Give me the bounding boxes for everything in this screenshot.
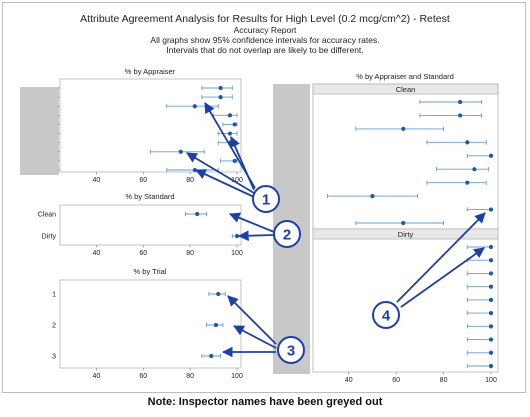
standard-xtick-label: 60 [139,250,147,257]
appraiser-standard-point [488,337,494,342]
subpanel-strip [312,228,499,240]
callout-arrow [227,295,277,345]
appraiser-standard-subpanel-dirty: Dirty [312,228,499,373]
appraiser-point [232,158,237,163]
appraiser-standard-point [488,153,494,158]
standard-point [234,233,240,239]
appraiser-point [218,85,223,91]
appraiser-standard-point [458,99,463,105]
appraiser-standard-xtick-label: 60 [392,377,400,384]
callout-3-circle [277,336,305,364]
appraiser-standard-point [488,324,494,329]
trial-panel: % by Trial 1 2 3 40 60 80 100 [52,267,243,380]
trial-xtick-label: 40 [93,373,101,380]
appraiser-point [218,95,223,100]
standard-xtick-label: 80 [186,250,194,257]
standard-ytick-label: Clean [38,212,56,219]
callout-arrow [237,230,275,242]
callout-4-circle [372,301,400,329]
appraiser-point [227,113,233,118]
callouts-layer: 1 2 3 4 [186,102,486,364]
appraiser-standard-point [488,297,494,302]
callout-4-label: 4 [382,308,391,325]
callout-2-label: 2 [283,227,291,244]
subpanel-strip-label: Dirty [398,230,414,239]
appraiser-standard-point [472,167,477,172]
standard-xtick-label: 40 [93,250,101,257]
appraiser-xtick-label: 80 [186,177,194,184]
subpanel-plot-area [312,228,499,373]
subpanel-strip [312,83,499,95]
trial-xtick-label: 80 [186,373,194,380]
appraiser-plot-area [59,78,242,173]
callout-2-circle [273,220,301,248]
appraiser-names-greyed [20,87,59,175]
appraiser-standard-xtick-label: 100 [485,377,497,384]
trial-panel-title: % by Trial [134,267,167,276]
footer-note: Note: Inspector names have been greyed o… [147,396,383,408]
subpanel-plot-area [312,83,499,230]
appraiser-xtick-label: 40 [93,177,101,184]
appraiser-standard-point [370,194,375,199]
trial-point [209,353,214,359]
subpanel-strip-label: Clean [396,85,416,94]
standard-ytick-label: Dirty [42,234,57,241]
appraiser-point [178,149,183,154]
trial-point [213,322,219,328]
callout-arrow [400,247,485,308]
trial-ytick-label: 3 [52,354,56,361]
appraiser-standard-point [401,126,406,131]
callout-arrow [186,152,255,194]
appraiser-standard-panel: % by Appraiser and Standard Clean Dirty 40 6… [312,72,499,384]
appraiser-standard-xtick-label: 80 [440,377,448,384]
appraiser-panel-title: % by Appraiser [125,67,176,76]
appraiser-standard-point [488,258,494,263]
trial-xtick-label: 60 [139,373,147,380]
appraiser-standard-panel-title: % by Appraiser and Standard [356,72,454,81]
standard-point [195,211,200,217]
appraiser-standard-point [488,244,494,250]
standard-panel-title: % by Standard [125,192,174,201]
standard-xtick-label: 100 [231,250,243,257]
callout-1-label: 1 [262,192,270,209]
appraiser-standard-point [488,271,494,276]
appraiser-standard-point [488,311,494,316]
appraiser-standard-point [401,220,406,226]
appraiser-panel: % by Appraiser 40 60 80 100 [20,67,243,184]
appraiser-xtick-label: 100 [231,177,243,184]
callout-arrow [396,212,486,303]
trial-ytick-label: 2 [52,323,56,330]
standard-plot-area [59,204,242,246]
report-subtitle: Accuracy Report [234,25,297,35]
appraiser-standard-point [488,207,494,212]
callout-arrow [233,325,277,349]
appraiser-standard-xtick-label: 40 [345,377,353,384]
trial-ytick-label: 1 [52,292,56,299]
appraiser-standard-point [488,350,494,355]
callout-arrow [229,136,255,191]
appraiser-standard-point [488,363,494,369]
callout-arrow [195,169,255,198]
trial-xtick-label: 100 [231,373,243,380]
callout-3-label: 3 [287,343,295,360]
appraiser-point [232,122,237,127]
callout-arrow [229,212,275,233]
appraiser-standard-subpanel-clean: Clean [312,83,499,230]
ci-note-line1: All graphs show 95% confidence intervals… [150,35,379,45]
appraiser-point [227,131,233,136]
callout-1-circle [252,185,280,213]
trial-plot-area [59,279,242,369]
appraiser-point [192,104,197,109]
ci-note-line2: Intervals that do not overlap are likely… [166,45,363,55]
appraiser-xtick-label: 60 [139,177,147,184]
appraiser-standard-point [488,284,494,289]
trial-point [216,291,221,297]
standard-panel: % by Standard Clean Dirty 40 60 80 100 [38,192,243,257]
appraiser-standard-point [458,113,463,118]
report-title: Attribute Agreement Analysis for Results… [80,13,450,25]
appraiser-standard-point [465,140,470,145]
appraiser-standard-point [465,180,470,185]
